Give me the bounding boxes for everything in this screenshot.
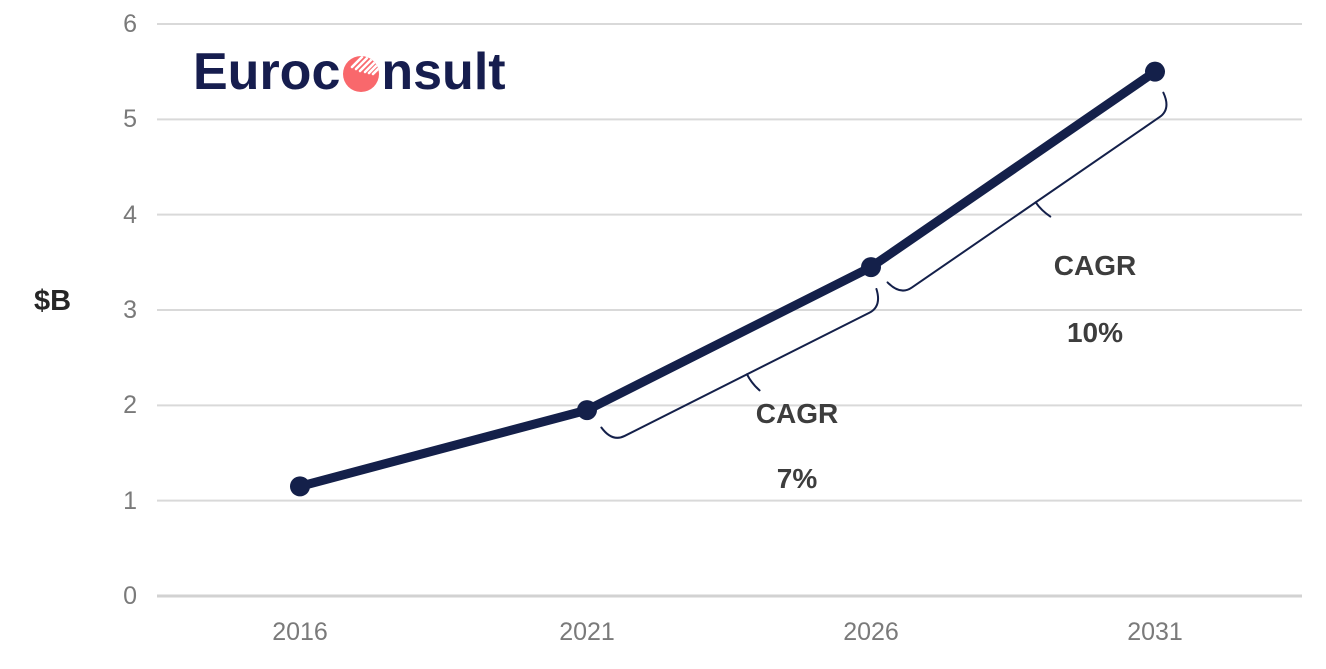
brace-pointer	[745, 373, 761, 392]
x-axis-tick-label: 2021	[559, 618, 615, 646]
data-point-marker	[577, 400, 597, 421]
cagr-braces	[600, 91, 1168, 439]
logo-text-left: Euroc	[193, 43, 341, 101]
euroconsult-logo: Euroc nsult	[193, 43, 506, 101]
data-series-line	[290, 61, 1165, 497]
x-axis-tick-label: 2031	[1127, 618, 1183, 646]
y-axis-title: $B	[34, 285, 72, 317]
cagr-annotation-2026-2031: CAGR 10%	[1010, 251, 1180, 348]
y-axis-tick-label: 4	[123, 200, 137, 229]
y-axis-tick-label: 0	[123, 582, 137, 610]
brace-pointer	[1034, 201, 1052, 218]
y-axis-tick-label: 3	[123, 296, 137, 324]
y-axis-tick-label: 2	[123, 391, 137, 420]
cagr-value: 7%	[776, 463, 818, 494]
y-axis-tick-label: 5	[123, 105, 137, 134]
cagr-value: 10%	[1066, 317, 1124, 348]
y-axis-tick-label: 1	[123, 486, 137, 515]
cagr-label: CAGR	[1053, 250, 1137, 281]
cagr-annotation-2021-2026: CAGR 7%	[712, 399, 882, 494]
data-point-marker	[290, 476, 310, 497]
logo-globe-icon	[343, 56, 380, 92]
gridlines	[157, 23, 1302, 598]
logo-text-right: nsult	[381, 43, 506, 101]
x-axis-tick-label: 2026	[843, 618, 899, 646]
data-point-marker	[861, 257, 881, 278]
data-point-marker	[1145, 61, 1165, 82]
cagr-label: CAGR	[755, 398, 839, 429]
y-axis-tick-label: 6	[123, 10, 137, 38]
series-polyline	[295, 67, 1160, 491]
x-axis-tick-label: 2016	[272, 618, 328, 646]
